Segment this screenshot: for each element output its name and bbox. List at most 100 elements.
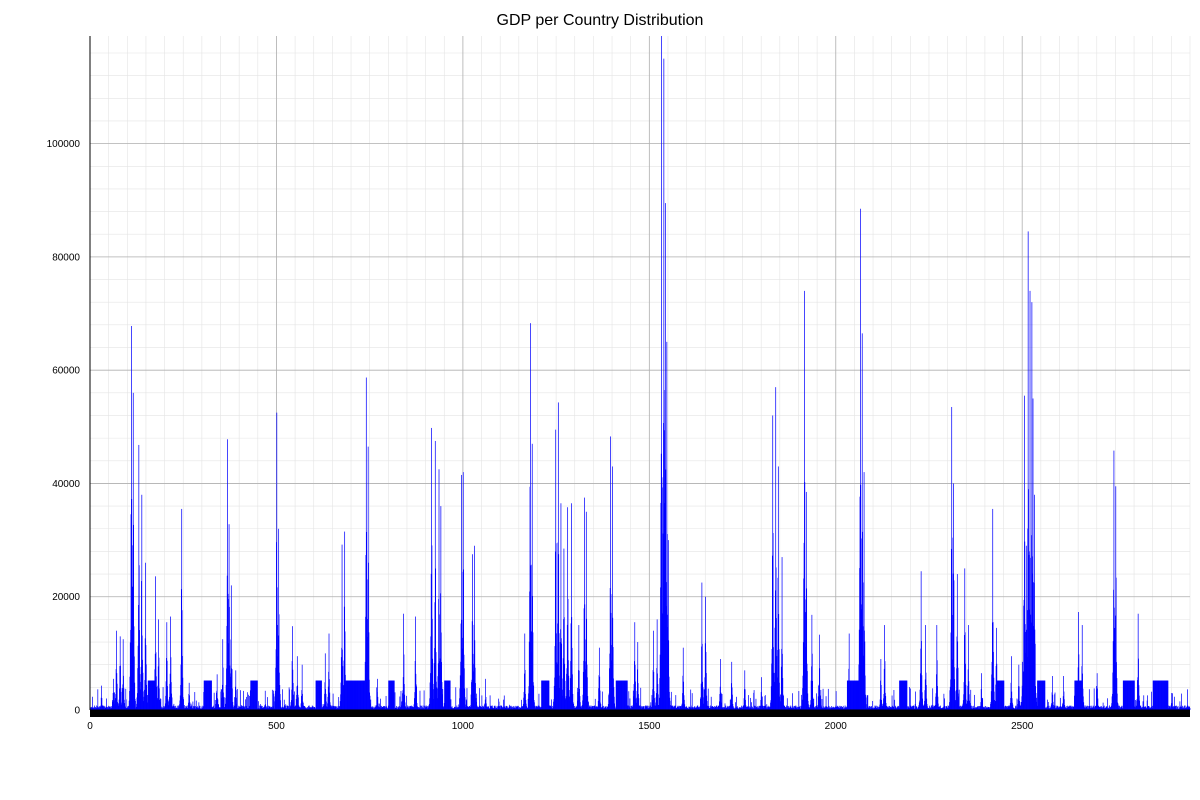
bar [657,673,658,710]
bar [99,708,101,710]
bar [342,649,343,710]
bar [1154,680,1156,710]
bar [126,708,127,710]
bar [931,704,933,710]
bar [120,691,122,710]
bar [377,703,379,710]
bar [925,625,926,710]
bar [858,664,860,710]
bar [316,680,318,710]
bar [179,704,180,710]
bar [372,708,374,710]
bar [972,707,974,710]
bar [246,696,247,710]
bar [147,695,148,710]
bar [720,659,721,710]
bar [926,698,928,710]
bar [129,676,131,710]
bar [708,706,709,710]
bar [586,664,588,710]
bar [1039,680,1041,710]
bar [241,706,243,710]
bar [560,503,562,710]
bar [951,537,953,710]
bar [278,614,280,710]
bar [278,528,280,710]
bar [858,680,859,710]
bar [637,683,639,710]
bar [540,707,541,710]
bar [987,706,989,710]
bar [873,707,875,710]
bar [646,707,648,710]
bar [1126,680,1127,710]
bar [630,708,632,710]
bar [421,708,423,710]
bar [946,708,948,710]
bar [447,680,449,710]
bar [1173,696,1175,710]
bar [679,708,681,710]
bar [801,694,802,710]
bar [283,699,285,710]
bar [917,708,918,710]
bar [672,707,674,710]
bar [284,705,286,710]
bar [169,673,171,710]
bar [1057,706,1058,710]
bar [848,668,850,710]
bar [499,707,500,710]
bar [827,688,829,710]
bar [602,706,604,710]
bar [933,705,935,710]
bar [870,708,872,710]
bar [312,706,314,710]
bar [1156,680,1158,710]
bar [624,680,626,710]
bar [473,663,475,710]
bar [1107,708,1109,710]
bar [652,689,654,710]
bar [622,680,624,710]
bar [349,680,351,710]
bar [636,690,638,710]
bar [1049,708,1051,710]
bar [1144,707,1146,710]
bar [182,677,184,710]
bar [721,694,723,710]
bar [975,707,977,710]
bar [1185,708,1187,710]
bar [643,708,645,710]
bar [500,705,502,710]
bar [433,683,435,710]
bar [884,661,886,710]
bar [94,705,95,710]
bar [272,707,274,710]
bar [889,705,890,710]
bar [494,707,496,710]
bar [416,703,418,710]
bar [704,698,705,710]
bar [901,680,903,710]
bar [522,706,524,710]
bar [604,706,606,710]
bar [126,708,128,710]
bar [1061,707,1063,710]
bar [1166,680,1168,710]
bar [906,680,908,710]
bar [648,707,650,710]
bar [531,651,532,710]
bar [930,705,932,710]
bar [300,707,302,710]
bar [403,654,405,710]
bar [1184,705,1185,710]
bar [222,639,224,710]
bar [252,680,254,710]
bar [286,705,288,710]
bar [758,708,760,710]
bar [160,698,162,710]
bar [515,707,516,710]
bar [474,640,476,710]
bar [903,680,905,710]
bar [836,707,837,710]
